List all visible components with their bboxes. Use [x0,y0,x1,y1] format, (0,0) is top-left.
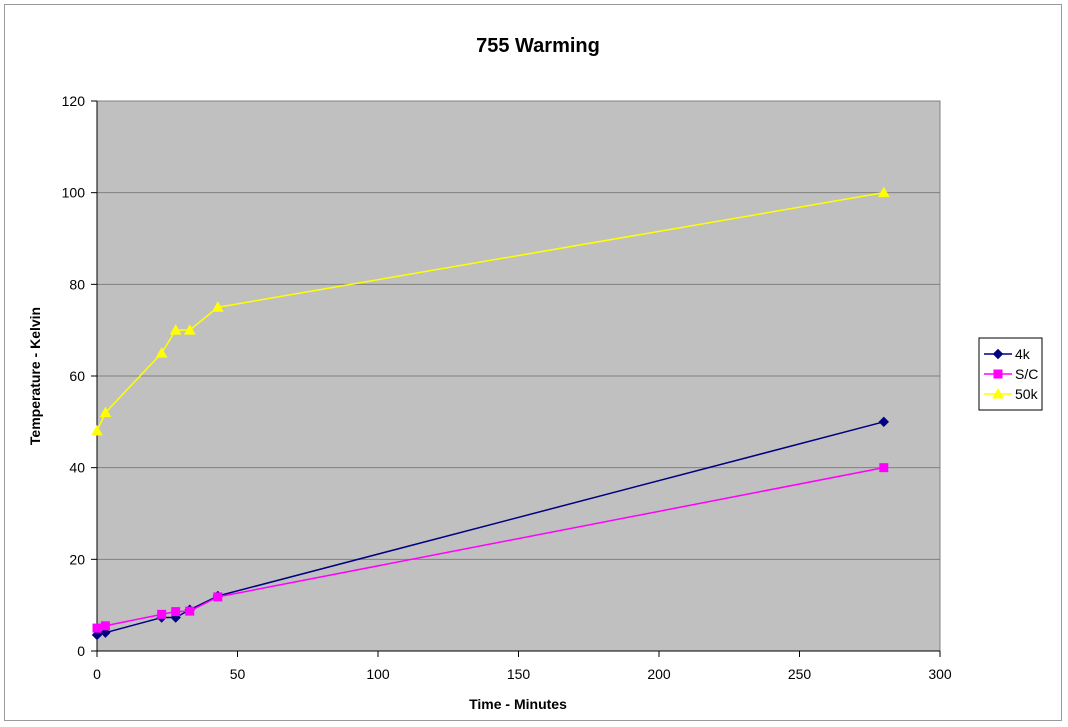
data-point [171,607,181,617]
x-axis-title: Time - Minutes [469,696,567,712]
data-point [185,606,195,616]
grid-lines [97,192,940,560]
y-tick-label: 120 [62,93,86,109]
data-point [92,623,102,633]
legend-label: 4k [1015,346,1031,362]
data-point [100,621,110,631]
data-point [99,406,112,418]
data-point [91,424,103,436]
legend: 4k S/C 50k [978,337,1043,411]
data-point [877,186,890,198]
y-tick-label: 40 [69,460,85,476]
legend-entry: 4k [984,346,1031,362]
legend-entry: 50k [984,386,1039,402]
series-s-c [92,463,889,633]
y-tick-label: 20 [69,551,85,567]
x-tick-label: 100 [366,666,390,682]
x-tick-label: 50 [230,666,246,682]
series-50k [91,186,890,436]
y-tick-label: 80 [69,276,85,292]
x-tick-label: 250 [788,666,812,682]
data-point [155,347,168,358]
legend-label: S/C [1015,366,1038,382]
legend-entry: S/C [984,366,1038,382]
data-point [213,592,223,602]
data-point [91,629,103,641]
data-point [157,609,167,619]
data-point [878,416,890,428]
x-tick-label: 300 [928,666,952,682]
data-point [183,324,196,335]
y-tick-label: 60 [69,368,85,384]
y-axis-title: Temperature - Kelvin [27,307,43,445]
legend-marker [992,348,1004,360]
data-point [169,324,182,335]
legend-marker [992,387,1004,399]
chart-title: 755 Warming [476,35,600,57]
y-tick-label: 0 [77,643,85,659]
data-point [879,463,889,473]
axes [91,100,941,657]
data-point [211,301,224,312]
data-point [100,627,111,638]
legend-label: 50k [1015,386,1039,402]
series-layer [91,186,890,641]
legend-marker [993,369,1003,379]
x-tick-label: 200 [647,666,671,682]
y-tick-label: 100 [62,185,86,201]
x-tick-label: 0 [93,666,101,682]
x-tick-label: 150 [507,666,531,682]
tick-labels: 0 20 40 60 80 100 120 0 50 100 150 200 250 300 [62,93,952,682]
